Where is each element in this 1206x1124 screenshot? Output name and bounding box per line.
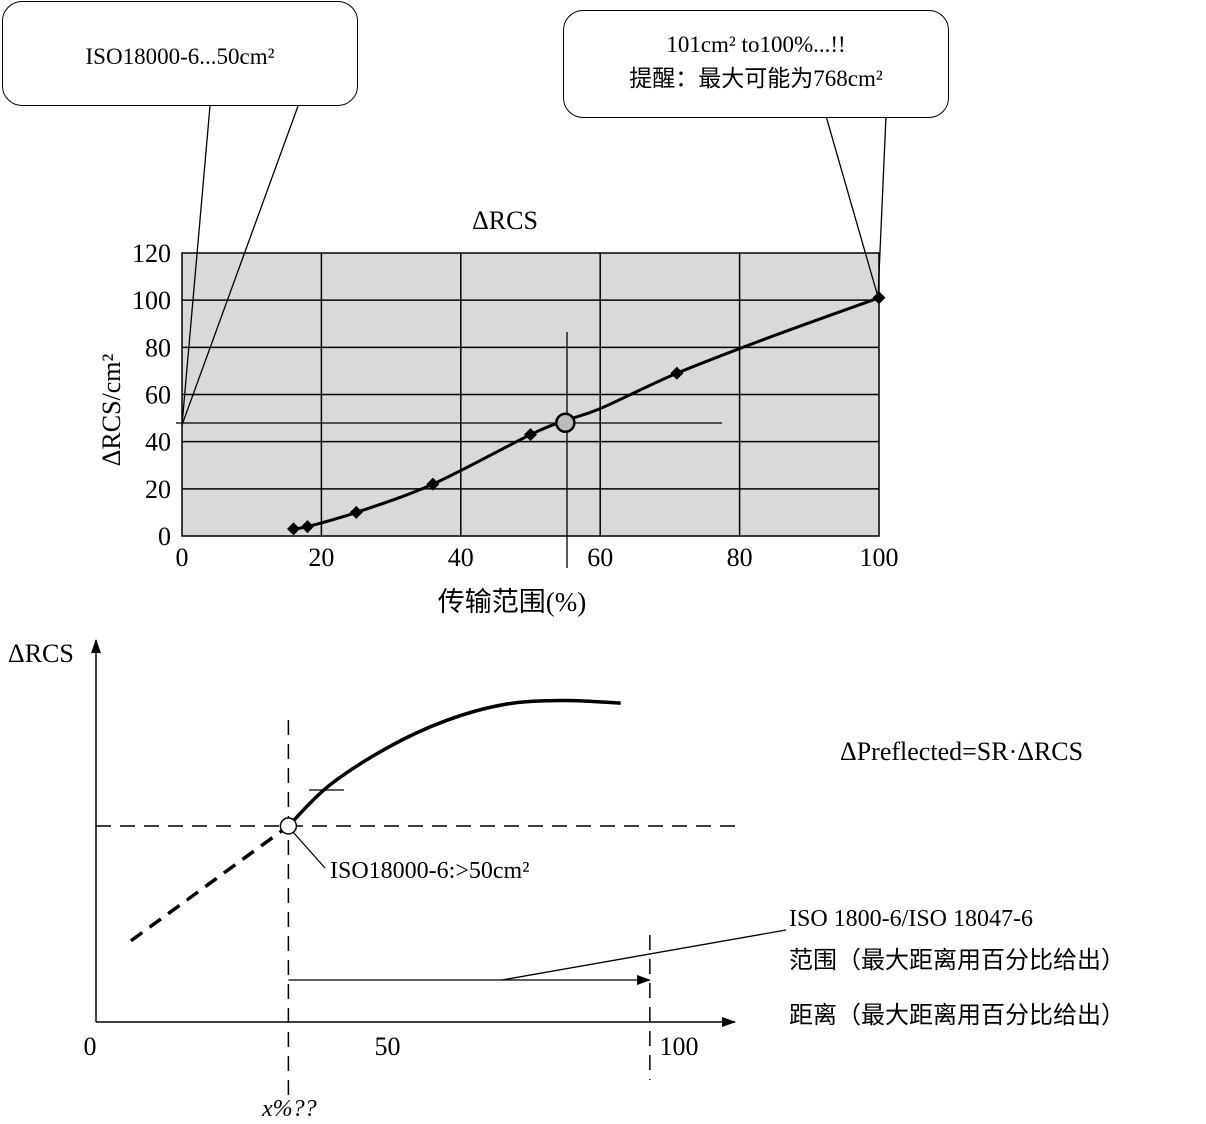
- top-y-tick-label: 100: [132, 286, 171, 315]
- callout-right-line2: 提醒：最大可能为768cm²: [629, 66, 883, 91]
- top-chart-title: ΔRCS: [472, 206, 538, 235]
- top-x-tick-label: 40: [448, 543, 474, 572]
- top-grid: [182, 253, 879, 536]
- bottom-x-tick-labels: 0 50 100: [84, 1032, 699, 1061]
- bottom-x-tick-label: 50: [375, 1032, 401, 1061]
- top-x-tick-label: 20: [308, 543, 334, 572]
- top-y-tick-label: 80: [145, 333, 171, 362]
- point-label: ISO18000-6:>50cm²: [330, 858, 530, 884]
- bottom-dashed-curve: [129, 824, 290, 943]
- top-data-point: [872, 291, 886, 305]
- callout-right-line1: 101cm² to100%...!!: [666, 32, 846, 57]
- top-y-tick-label: 0: [158, 522, 171, 551]
- top-data-point: [524, 428, 537, 442]
- top-x-tick-label: 100: [860, 543, 899, 572]
- legend-line-3: 距离（最大距离用百分比给出）: [789, 1003, 1125, 1029]
- callout-left-pointer: [181, 105, 299, 426]
- top-data-point: [426, 477, 440, 491]
- top-series-markers: [287, 291, 886, 536]
- callout-left: ISO18000-6...50cm²: [2, 1, 358, 106]
- callout-left-text: ISO18000-6...50cm²: [85, 44, 275, 69]
- legend-line-1: ISO 1800-6/ISO 18047-6: [789, 906, 1033, 932]
- bottom-x-tick-label: 100: [660, 1032, 699, 1061]
- callout-right: 101cm² to100%...!! 提醒：最大可能为768cm²: [563, 10, 949, 118]
- bottom-intersection-point: [279, 817, 298, 835]
- top-x-axis-label: 传输范围(%): [438, 587, 586, 617]
- top-y-tick-label: 120: [132, 239, 171, 268]
- top-x-tick-labels: 0 20 40 60 80 100: [176, 543, 899, 572]
- x-marker-label: x%??: [262, 1096, 317, 1122]
- top-chart: ΔRCS 0 20 40 60 80 100 120 0 20 40 60 80 100 ΔRCS/c…: [97, 105, 899, 617]
- legend-line-2: 范围（最大距离用百分比给出）: [789, 948, 1125, 974]
- top-data-point: [300, 520, 314, 534]
- top-y-tick-label: 40: [145, 428, 171, 457]
- bottom-chart: ΔRCS 0 50 100: [8, 639, 787, 1100]
- legend-pointer-line: [501, 929, 787, 981]
- top-data-point: [349, 505, 363, 519]
- top-y-tick-label: 20: [145, 475, 171, 504]
- top-data-point: [287, 522, 301, 536]
- bottom-y-axis-label: ΔRCS: [8, 639, 74, 668]
- bottom-x-tick-label: 0: [84, 1032, 97, 1061]
- top-data-point: [670, 366, 684, 380]
- top-y-tick-labels: 0 20 40 60 80 100 120: [132, 239, 171, 551]
- top-x-tick-label: 0: [176, 543, 189, 572]
- point-label-pointer: [292, 831, 326, 869]
- highlight-point: [555, 412, 576, 434]
- top-x-tick-label: 60: [587, 543, 613, 572]
- top-x-tick-label: 80: [727, 543, 753, 572]
- reflected-power-formula: ΔPreflected=SR·ΔRCS: [840, 737, 1084, 766]
- bottom-solid-curve: [287, 698, 621, 828]
- top-y-axis-label: ΔRCS/cm²: [97, 353, 126, 466]
- top-y-tick-label: 60: [145, 381, 171, 410]
